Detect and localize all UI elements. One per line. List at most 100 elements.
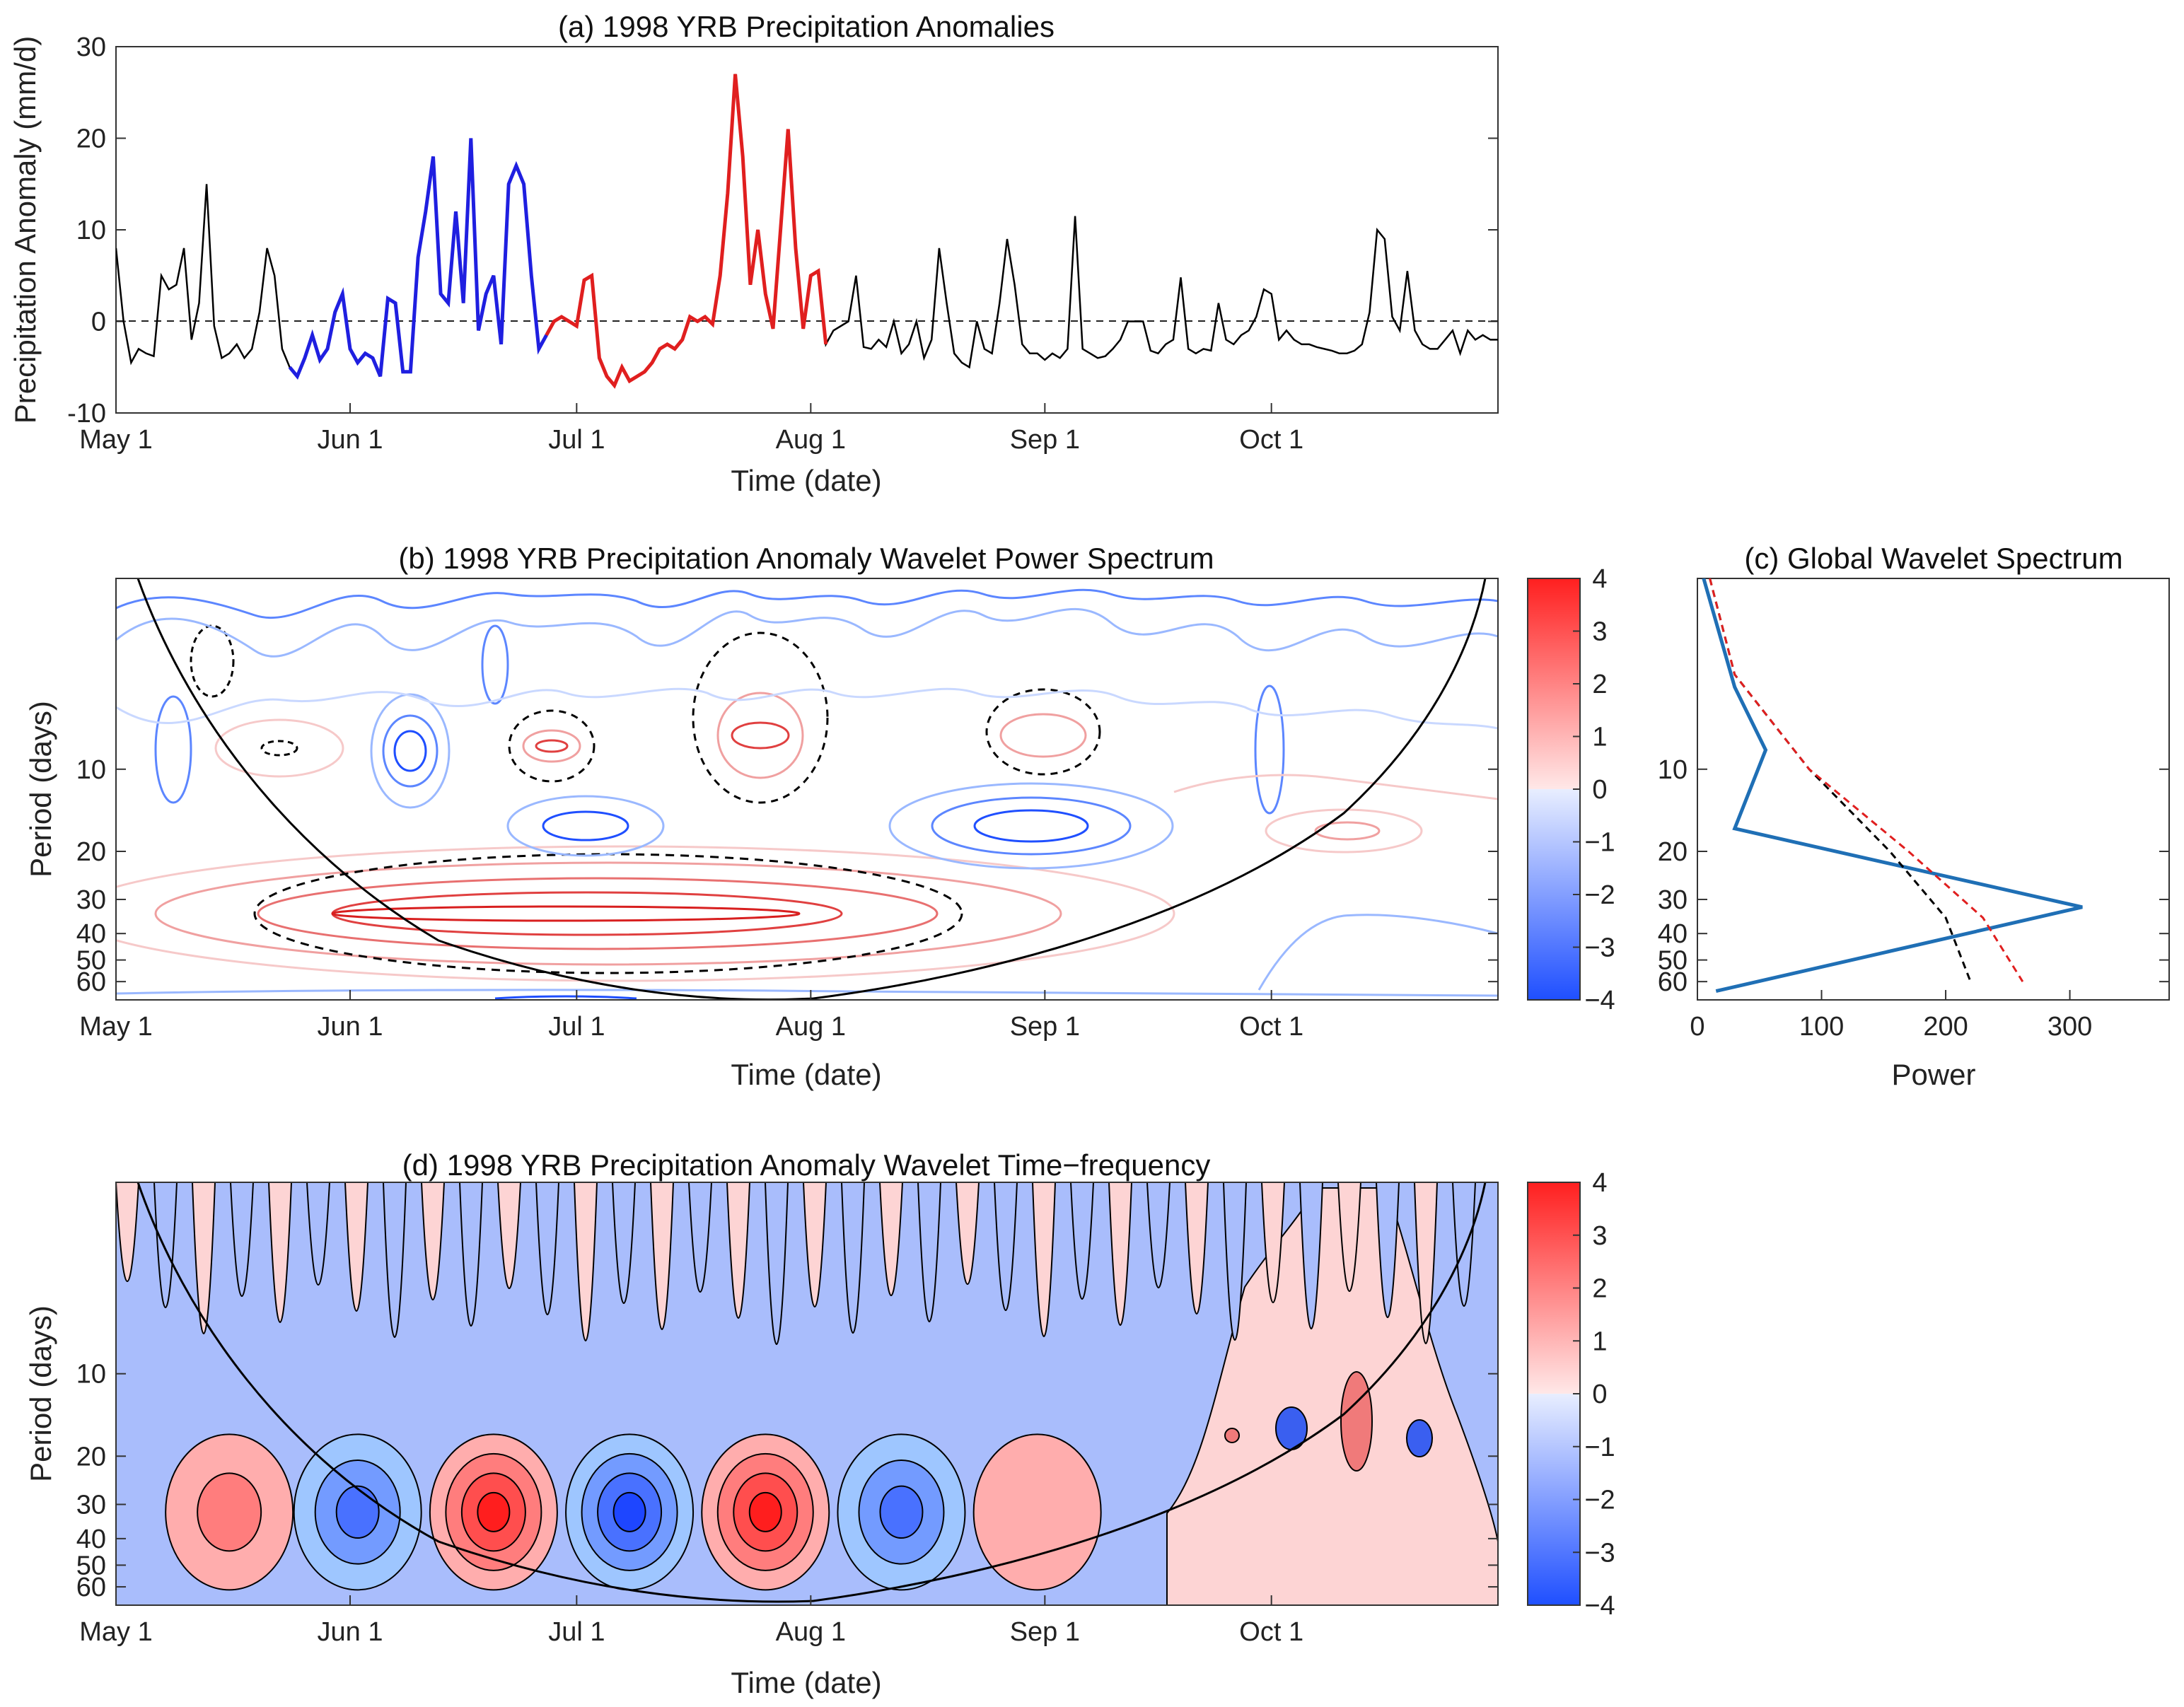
b-cbtick-label-6: 2 [1592,670,1607,699]
panel-d-xlabel: Time (date) [731,1666,881,1699]
a-ytick-label-1: 0 [91,308,106,337]
panel-a-xticks: May 1 Jun 1 Jul 1 Aug 1 Sep 1 Oct 1 [79,403,1303,455]
heatmap-streak-6 [344,1182,369,1312]
a-ytick-label-3: 20 [76,124,106,154]
contour-neg-wave-5 [116,989,1498,997]
colorbar-b [1527,578,1581,1001]
significance-contour-g [692,631,829,804]
global-spectrum-line [1702,578,2083,994]
contour-pos-g0 [716,692,804,779]
contour-pos-c1 [1314,821,1381,841]
significance-contour-h [985,688,1101,776]
d-cbtick-label-0: −4 [1584,1591,1615,1621]
c-ytick-label-4: 50 [1658,946,1688,976]
panel-a-xlabel: Time (date) [731,464,881,497]
panel-c-xlabel: Power [1891,1058,1975,1091]
heatmap-streaks [116,1182,1477,1345]
a-xtick-label-0: May 1 [79,425,152,455]
series-line-black [116,74,1498,388]
panel-a: (a) 1998 YRB Precipitation Anomalies -10… [8,10,1499,497]
a-xtick-label-1: Jun 1 [318,425,383,455]
c-ytick-label-3: 40 [1658,919,1688,949]
panel-c-frame [1697,578,2170,1001]
heatmap-streak-7 [382,1182,407,1338]
a-ytick-label-2: 10 [76,216,106,245]
panel-d-title: (d) 1998 YRB Precipitation Anomaly Wavel… [402,1148,1211,1182]
significance-line-black [1709,578,1972,982]
c-xtick-label-1: 100 [1799,1012,1844,1042]
heatmap-streak-33 [1375,1182,1400,1318]
contour-neg-b0 [506,795,665,857]
b-ytick-label-4: 50 [76,946,106,976]
d-ytick-label-1: 20 [76,1442,106,1472]
contour-pos-h0 [999,713,1087,758]
heatmap-streak-34 [1413,1182,1439,1344]
contour-neg-a1 [931,796,1132,856]
panel-d-ylabel: Period (days) [24,1305,57,1482]
d-xtick-label-1: Jun 1 [318,1617,383,1647]
contour-neg-e0 [370,693,451,809]
b-xtick-label-1: Jun 1 [318,1012,383,1042]
b-cbtick-label-3: −1 [1584,828,1615,858]
d-cbtick-label-6: 2 [1592,1274,1607,1304]
panel-b: (b) 1998 YRB Precipitation Anomaly Wavel… [24,542,1615,1091]
heatmap-streak-14 [649,1182,675,1330]
heatmap-blob-1-ring-1 [335,1485,380,1539]
c-ytick-label-1: 20 [1658,837,1688,867]
b-ytick-label-1: 20 [76,837,106,867]
panel-b-xticks: May 1 Jun 1 Jul 1 Aug 1 Sep 1 Oct 1 [79,990,1303,1042]
c-xtick-label-0: 0 [1690,1012,1704,1042]
contour-neg-wave-1 [116,588,1498,619]
b-cbtick-label-2: −2 [1584,880,1615,910]
contour-pos-c0 [1265,808,1423,854]
heatmap-blob-5-ring-1 [879,1485,924,1539]
d-xtick-label-3: Aug 1 [776,1617,846,1647]
contour-neg-wave-2 [116,687,1498,730]
contour-neg-a0 [888,782,1174,870]
contour-neg-j0 [154,695,192,804]
b-cbtick-label-0: −4 [1584,986,1615,1015]
c-ytick-label-2: 30 [1658,885,1688,915]
contour-neg-b1 [542,810,629,841]
significance-contour-i [190,624,235,698]
panel-c: (c) Global Wavelet Spectrum 10 20 30 405060… [1658,542,2170,1091]
d-xtick-label-5: Oct 1 [1239,1617,1303,1647]
c-xtick-label-3: 300 [2047,1012,2092,1042]
significance-contour-f [508,709,596,783]
d-ytick-label-2: 30 [76,1490,106,1520]
heatmap-streak-23 [993,1182,1018,1311]
heatmap-small-pos-0 [1340,1371,1373,1472]
panel-b-contours [116,578,1498,1000]
d-ytick-label-4: 50 [76,1551,106,1580]
heatmap-blob-4-ring-1 [748,1491,782,1532]
b-cbtick-label-1: −3 [1584,933,1615,963]
d-cbtick-label-1: −3 [1584,1538,1615,1568]
c-xtick-label-2: 200 [1923,1012,1968,1042]
c-ytick-label-5: 60 [1658,967,1688,997]
significance-contour-d [260,740,298,757]
heatmap-streak-26 [1108,1182,1133,1326]
contour-pos-3 [331,891,843,936]
heatmap-streak-11 [535,1182,560,1315]
a-xtick-label-3: Aug 1 [776,425,846,455]
b-xtick-label-0: May 1 [79,1012,152,1042]
panel-d-heatmap [116,1182,1498,1605]
a-ytick-label-4: 30 [76,33,106,62]
panel-d: (d) 1998 YRB Precipitation Anomaly Wavel… [24,1148,1615,1699]
contour-pos-wave-3 [1173,774,1498,800]
heatmap-streak-2 [191,1182,216,1334]
heatmap-streak-21 [917,1182,942,1322]
panel-b-ylabel: Period (days) [24,701,57,878]
d-ytick-label-5: 60 [76,1573,106,1602]
d-cbtick-label-4: 0 [1592,1380,1607,1409]
heatmap-streak-1 [153,1182,178,1308]
heatmap-streak-18 [802,1182,827,1307]
cone-of-influence-d [136,1182,1487,1603]
panel-d-frame [115,1182,1499,1606]
colorbar-b-ticks: −4 −3 −2 −1 0 1 2 3 4 [1573,564,1615,1015]
b-cbtick-label-7: 3 [1592,617,1607,647]
contour-pos-f1 [535,739,569,753]
